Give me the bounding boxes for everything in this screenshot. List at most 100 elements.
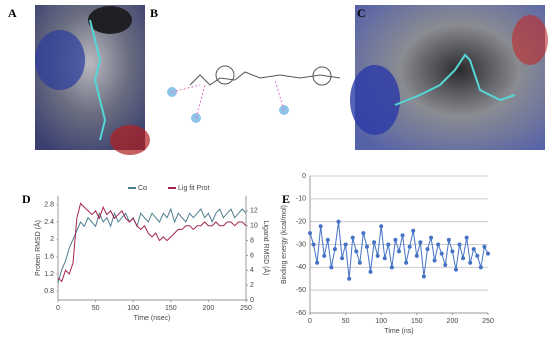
ligand-2d: [189, 71, 341, 86]
surface-pocket: [88, 6, 132, 34]
x-tick-label: 250: [240, 305, 252, 312]
marker: [464, 235, 469, 240]
marker: [436, 242, 441, 247]
x-tick-label: 100: [127, 305, 139, 312]
marker: [397, 249, 401, 254]
marker: [389, 265, 394, 270]
marker: [322, 253, 327, 258]
marker: [486, 251, 490, 256]
marker: [343, 242, 348, 247]
y2-axis-label: Ligand RMSD (Å): [262, 221, 271, 276]
marker: [311, 242, 316, 247]
marker: [368, 269, 373, 274]
panel-label: D: [22, 192, 31, 206]
marker: [471, 247, 476, 252]
marker: [429, 235, 434, 240]
marker: [468, 260, 473, 265]
marker: [364, 244, 369, 249]
y2-tick-label: 12: [250, 208, 258, 215]
marker: [478, 265, 483, 270]
y-tick-label: 2.8: [44, 202, 54, 209]
marker: [350, 235, 355, 240]
surface-patch: [350, 65, 400, 135]
y-tick-label: -50: [296, 287, 306, 294]
marker: [461, 256, 466, 261]
marker: [421, 274, 426, 279]
x-tick-label: 150: [411, 318, 423, 325]
panel-label: C: [357, 6, 366, 20]
legend-label: Cα: [138, 185, 147, 192]
marker: [325, 237, 330, 242]
x-tick-label: 250: [482, 318, 494, 325]
x-tick-label: 200: [203, 305, 215, 312]
marker: [347, 276, 352, 281]
y-tick-label: 1.2: [44, 271, 54, 278]
interaction: [171, 84, 201, 93]
y-tick-label: -30: [296, 241, 306, 248]
y-tick-label: -20: [296, 219, 306, 226]
y2-tick-label: 8: [250, 237, 254, 244]
y2-tick-label: 6: [250, 252, 254, 259]
marker: [453, 267, 458, 272]
marker: [393, 237, 398, 242]
marker: [354, 249, 359, 254]
marker: [318, 224, 323, 229]
marker: [361, 231, 366, 236]
marker: [446, 237, 451, 242]
marker: [386, 242, 391, 247]
x-tick-label: 150: [165, 305, 177, 312]
marker: [340, 256, 345, 261]
marker: [443, 263, 448, 268]
y-tick-label: -40: [296, 264, 306, 271]
y-tick-label: -10: [296, 196, 306, 203]
x-tick-label: 200: [447, 318, 459, 325]
y2-tick-label: 4: [250, 267, 254, 274]
marker: [404, 260, 409, 265]
x-tick-label: 100: [375, 318, 387, 325]
marker: [475, 253, 480, 258]
surface-patch: [110, 125, 150, 155]
marker: [382, 256, 387, 261]
y2-tick-label: 2: [250, 282, 254, 289]
panel-label: B: [150, 6, 158, 20]
marker: [450, 249, 455, 254]
x-axis-label: Time (ns): [384, 328, 413, 335]
interaction: [274, 79, 285, 111]
y-tick-label: 0.8: [44, 288, 54, 295]
y-tick-label: 1.6: [44, 254, 54, 261]
marker: [357, 260, 362, 265]
y2-tick-label: 10: [250, 223, 258, 230]
marker: [336, 219, 341, 224]
series-line: [57, 202, 247, 283]
y-tick-label: 0: [302, 173, 306, 180]
marker: [379, 224, 384, 229]
legend-label: Lig fit Prot: [178, 185, 210, 192]
panel-label: A: [8, 6, 17, 20]
marker: [418, 240, 423, 245]
y-axis-label: Protein RMSD (Å): [33, 220, 42, 276]
y-tick-label: 2.4: [44, 219, 54, 226]
y-axis-label: Binding energy (kcal/mol): [281, 205, 288, 284]
x-axis-label: Time (nsec): [134, 315, 171, 322]
marker: [407, 244, 412, 249]
marker: [439, 251, 444, 256]
marker: [375, 253, 380, 258]
surface-patch: [512, 15, 548, 65]
y-tick-label: 2: [50, 236, 54, 243]
interaction: [195, 84, 206, 119]
x-tick-label: 0: [308, 318, 312, 325]
marker: [329, 265, 334, 270]
marker: [414, 253, 419, 258]
ring: [215, 65, 235, 85]
marker: [400, 233, 405, 238]
x-tick-label: 0: [56, 305, 60, 312]
surface-patch: [35, 30, 85, 90]
ring: [312, 66, 332, 86]
x-tick-label: 50: [92, 305, 100, 312]
marker: [482, 244, 487, 249]
marker: [332, 247, 337, 252]
marker: [372, 240, 377, 245]
marker: [308, 231, 312, 236]
